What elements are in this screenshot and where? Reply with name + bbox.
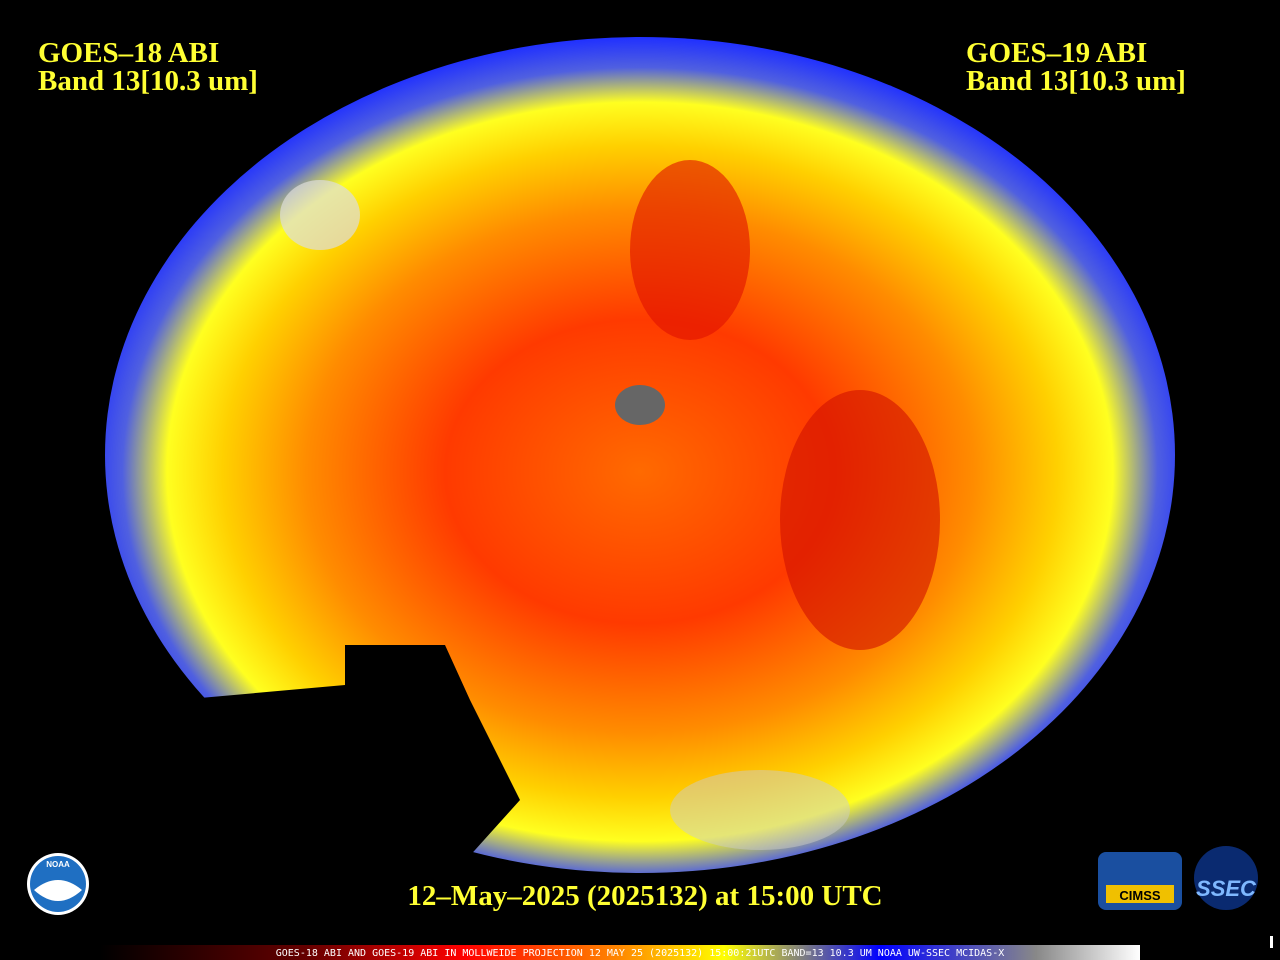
south-america [780, 390, 940, 650]
ssec-logo [1194, 846, 1258, 910]
left-satellite: GOES–18 ABI [38, 37, 219, 69]
color-scale [100, 945, 1140, 960]
right-band: Band 13[10.3 um] [966, 65, 1186, 97]
tick-marker [1270, 936, 1273, 948]
right-satellite: GOES–19 ABI [966, 37, 1147, 69]
cimss-band [1106, 885, 1174, 903]
storm-cloud [615, 385, 665, 425]
ssec-label: SSEC [1196, 876, 1257, 901]
storm-cloud [280, 180, 360, 250]
north-america [630, 160, 750, 340]
cimss-label: CIMSS [1119, 888, 1161, 903]
footer-caption: GOES-18 ABI AND GOES-19 ABI IN MOLLWEIDE… [276, 948, 1004, 959]
storm-cloud [670, 770, 850, 850]
timestamp: 12–May–2025 (2025132) at 15:00 UTC [407, 880, 882, 912]
data-gap [90, 645, 520, 900]
noaa-label: NOAA [46, 860, 70, 869]
noaa-gull [34, 880, 82, 901]
left-band: Band 13[10.3 um] [38, 65, 258, 97]
